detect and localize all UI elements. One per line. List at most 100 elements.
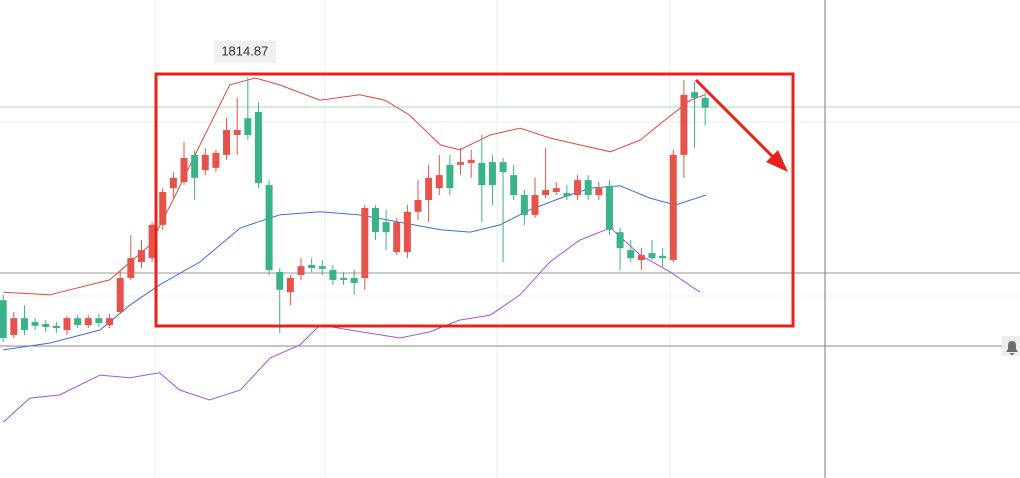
candle-body — [446, 164, 454, 189]
candle-body — [574, 180, 582, 196]
candle-body — [648, 253, 656, 259]
candle — [340, 271, 348, 285]
candle-body — [659, 255, 667, 259]
candle — [542, 147, 550, 199]
candle-body — [0, 300, 7, 339]
candle — [74, 315, 82, 329]
candle — [31, 318, 39, 331]
candle — [180, 141, 188, 186]
candle — [10, 312, 18, 339]
candle-body — [457, 162, 465, 165]
candle-body — [478, 162, 486, 186]
candle — [435, 154, 443, 196]
trend-arrow — [694, 78, 788, 172]
candle-body — [308, 265, 316, 269]
candle — [350, 269, 358, 295]
highlight-box — [154, 72, 795, 328]
candle — [499, 157, 507, 262]
candle-body — [137, 250, 145, 262]
candle-body — [627, 250, 635, 259]
candle — [84, 315, 92, 329]
candle-body — [201, 154, 209, 171]
candle — [329, 265, 337, 285]
candle-body — [425, 177, 433, 200]
candle-body — [106, 318, 114, 326]
candle-body — [637, 255, 645, 261]
candle — [552, 182, 560, 196]
candle — [488, 154, 496, 205]
candle — [648, 240, 656, 261]
candle — [95, 313, 103, 327]
candle-body — [691, 92, 699, 98]
candle — [42, 320, 50, 332]
candle-body — [297, 266, 305, 275]
candle — [297, 258, 305, 280]
candle — [191, 149, 199, 200]
candle — [669, 149, 677, 262]
high-label-box — [213, 40, 276, 63]
candle-body — [393, 222, 401, 253]
candle — [106, 313, 114, 329]
arrow-shaft — [694, 78, 778, 162]
candle-body — [95, 318, 103, 324]
candle-body — [701, 97, 709, 108]
candle-body — [116, 278, 124, 313]
candle — [605, 180, 613, 236]
candle-body — [616, 232, 624, 249]
candle-body — [180, 157, 188, 183]
alert-icon[interactable] — [1002, 336, 1020, 356]
candle — [244, 76, 252, 140]
candle — [116, 269, 124, 314]
candle-body — [329, 269, 337, 280]
candle — [212, 149, 220, 173]
candle-body — [552, 188, 560, 192]
candle-body — [169, 177, 177, 189]
candle — [371, 204, 379, 241]
candle — [137, 240, 145, 269]
candle-body — [148, 224, 156, 259]
candle-body — [520, 195, 528, 215]
candle — [467, 149, 475, 178]
candle-body — [191, 154, 199, 178]
candle-body — [542, 190, 550, 196]
candle-body — [254, 112, 262, 184]
candle — [637, 248, 645, 270]
candle — [52, 321, 60, 334]
candle — [584, 175, 592, 200]
candle-body — [52, 325, 60, 329]
candle-body — [265, 185, 273, 270]
candle-body — [435, 175, 443, 189]
candle — [254, 102, 262, 189]
candle — [20, 305, 28, 335]
candle — [63, 315, 71, 335]
candle — [286, 274, 294, 306]
candle-body — [20, 318, 28, 331]
candle — [680, 79, 688, 178]
candle-body — [63, 318, 71, 331]
candle-body — [318, 266, 326, 269]
candle-body — [499, 162, 507, 173]
candle-body — [488, 162, 496, 186]
plot-area: 1814.87 — [0, 40, 709, 423]
candle — [393, 217, 401, 256]
candle-body — [467, 159, 475, 163]
candle-body — [510, 175, 518, 196]
candle-body — [340, 278, 348, 280]
candle-body — [127, 258, 135, 279]
bell-icon — [1006, 341, 1018, 355]
candle — [457, 147, 465, 176]
candle-body — [531, 195, 539, 215]
arrow-head — [766, 150, 788, 172]
candle — [148, 222, 156, 262]
candle — [659, 248, 667, 269]
candle-body — [31, 321, 39, 326]
candle — [701, 92, 709, 126]
candle-body — [10, 318, 18, 335]
candle — [691, 81, 699, 148]
candle-body — [361, 208, 369, 279]
high-label: 1814.87 — [221, 43, 268, 58]
candle — [627, 240, 635, 262]
candle — [159, 188, 167, 230]
